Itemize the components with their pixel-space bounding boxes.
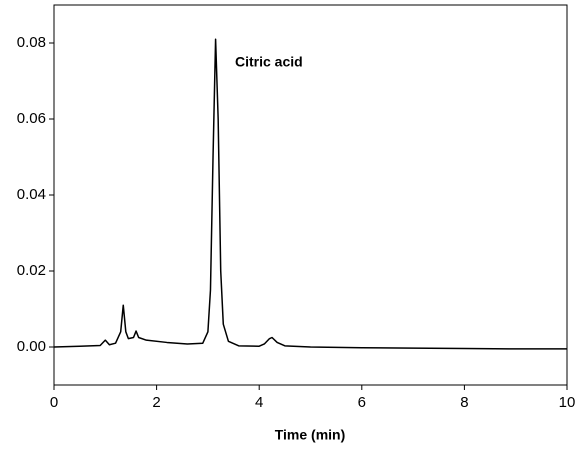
x-tick-label: 2 <box>152 394 160 411</box>
y-tick-label: 0.04 <box>17 186 46 203</box>
plot-frame <box>53 4 568 386</box>
x-tick-label: 4 <box>255 394 263 411</box>
x-axis-label: Time (min) <box>275 427 346 443</box>
x-tick-label: 0 <box>50 394 58 411</box>
x-tick-label: 10 <box>559 394 576 411</box>
x-tick-label: 6 <box>358 394 366 411</box>
chromatogram-line <box>53 38 567 350</box>
y-tick-label: 0.06 <box>17 110 46 127</box>
y-tick-label: 0.00 <box>17 338 46 355</box>
peak-annotation: Citric acid <box>235 54 303 70</box>
y-tick-label: 0.08 <box>17 34 46 51</box>
x-tick-label: 8 <box>460 394 468 411</box>
y-tick-label: 0.02 <box>17 262 46 279</box>
